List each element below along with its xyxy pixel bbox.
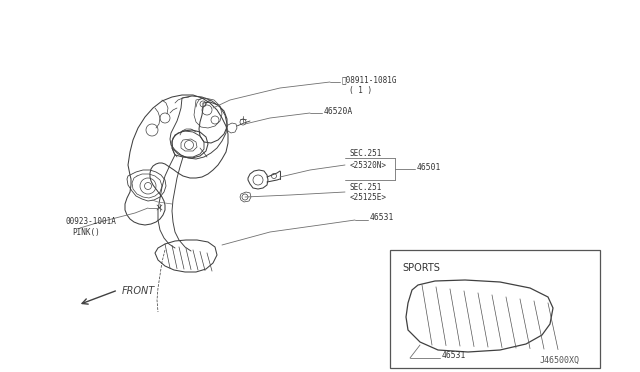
Text: <25320N>: <25320N> <box>350 160 387 170</box>
Text: SEC.251: SEC.251 <box>350 183 382 192</box>
Text: <25125E>: <25125E> <box>350 193 387 202</box>
Text: 46520A: 46520A <box>324 106 353 115</box>
Text: 46531: 46531 <box>370 214 394 222</box>
Text: PINK(): PINK() <box>72 228 100 237</box>
Text: Ⓝ08911-1081G: Ⓝ08911-1081G <box>342 76 397 84</box>
Bar <box>390 250 600 368</box>
Text: FRONT: FRONT <box>122 286 156 296</box>
Text: 46531: 46531 <box>442 352 467 360</box>
Text: J46500XQ: J46500XQ <box>540 356 580 365</box>
Text: 46501: 46501 <box>417 163 442 171</box>
Text: SEC.251: SEC.251 <box>350 150 382 158</box>
Text: 00923-1001A: 00923-1001A <box>65 218 116 227</box>
Text: SPORTS: SPORTS <box>402 263 440 273</box>
Text: ( 1 ): ( 1 ) <box>349 87 372 96</box>
